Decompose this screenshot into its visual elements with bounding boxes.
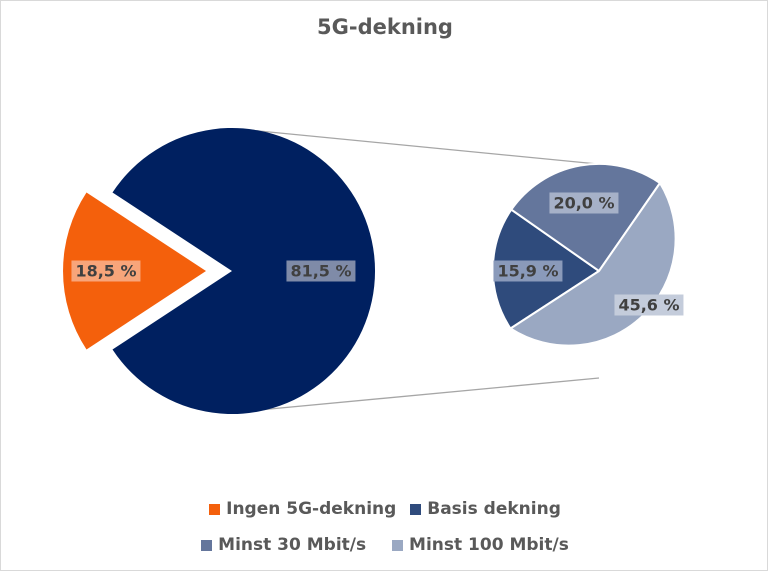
legend-item-minst-30[interactable]: Minst 30 Mbit/s (201, 535, 366, 555)
legend-swatch-icon (410, 503, 422, 515)
data-label-5g-dekning: 81,5 % (286, 260, 356, 282)
chart-title: 5G-dekning (317, 15, 453, 39)
legend-swatch-icon (201, 539, 213, 551)
pie-slice-5g-dekning[interactable] (112, 127, 376, 414)
legend-swatch-icon (392, 539, 404, 551)
connector-line-bottom (248, 377, 600, 412)
legend-swatch-icon (209, 503, 221, 515)
pie-slice-minst-30[interactable] (509, 162, 662, 273)
legend-row-2: Minst 30 Mbit/s Minst 100 Mbit/s (1, 535, 767, 556)
data-label-ingen-5g: 18,5 % (71, 260, 141, 282)
data-label-minst-100: 45,6 % (614, 294, 684, 316)
legend-item-minst-100[interactable]: Minst 100 Mbit/s (392, 535, 569, 555)
legend-item-basis-dekning[interactable]: Basis dekning (410, 499, 561, 519)
data-label-minst-30: 20,0 % (549, 192, 619, 214)
legend-row-1: Ingen 5G-dekning Basis dekning (1, 499, 767, 520)
legend-item-ingen-5g[interactable]: Ingen 5G-dekning (209, 499, 396, 519)
data-label-basis-dekning: 15,9 % (493, 260, 563, 282)
connector-line-top (248, 129, 609, 166)
